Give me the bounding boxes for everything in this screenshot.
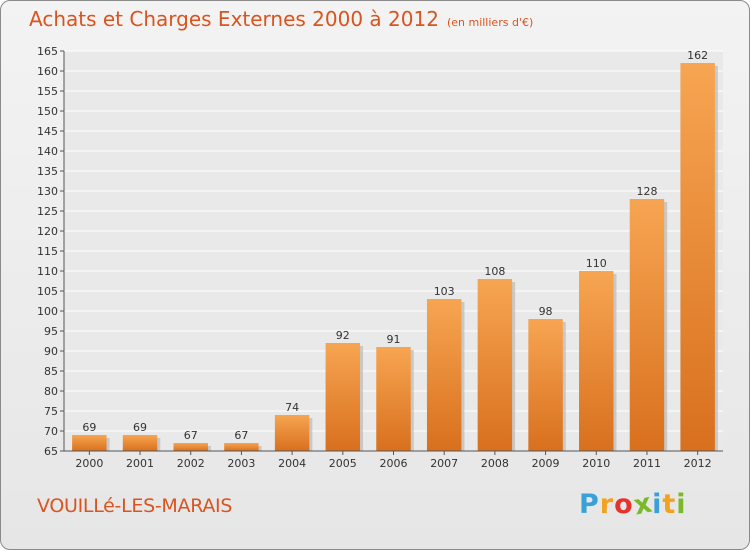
y-tick-label: 110 — [37, 265, 58, 278]
y-tick-label: 75 — [44, 405, 58, 418]
y-tick-label: 155 — [37, 85, 58, 98]
y-axis: 65 70 75 80 85 90 95 100 105 110 115 120 125 130 135 14… — [37, 45, 65, 458]
x-tick-label: 2000 — [75, 457, 103, 470]
data-label: 69 — [133, 421, 147, 434]
y-tick-label: 145 — [37, 125, 58, 138]
logo-letter: t — [662, 489, 677, 520]
x-axis: 2000 2001 2002 2003 2004 2005 2006 2007 2008 2009… — [64, 450, 723, 470]
y-tick-label: 150 — [37, 105, 58, 118]
bar — [325, 343, 361, 451]
chart-title-text: Achats et Charges Externes 2000 à 2012 — [29, 7, 439, 31]
y-tick-label: 70 — [44, 425, 58, 438]
bar — [122, 435, 158, 451]
x-tick-label: 2010 — [582, 457, 610, 470]
x-tick-label: 2008 — [481, 457, 509, 470]
bar — [224, 443, 259, 451]
bar — [426, 299, 462, 451]
bar — [579, 271, 614, 451]
logo-letter: i — [652, 489, 663, 520]
bar — [376, 347, 411, 451]
y-tick-label: 80 — [44, 385, 58, 398]
bar — [629, 199, 665, 451]
data-label: 69 — [82, 421, 96, 434]
y-tick-label: 120 — [37, 225, 58, 238]
y-tick-label: 95 — [44, 325, 58, 338]
x-tick-label: 2006 — [380, 457, 408, 470]
y-tick-label: 135 — [37, 165, 58, 178]
data-label: 103 — [434, 285, 455, 298]
data-label: 67 — [234, 429, 248, 442]
y-tick-label: 165 — [37, 45, 58, 58]
data-label: 67 — [184, 429, 198, 442]
data-label: 91 — [387, 333, 401, 346]
y-tick-label: 105 — [37, 285, 58, 298]
y-tick-label: 115 — [37, 245, 58, 258]
x-tick-label: 2012 — [684, 457, 712, 470]
y-tick-label: 90 — [44, 345, 58, 358]
y-tick-label: 85 — [44, 365, 58, 378]
data-label: 74 — [285, 401, 299, 414]
commune-name: VOUILLé-LES-MARAIS — [37, 495, 233, 517]
bar — [477, 279, 513, 451]
data-label: 108 — [484, 265, 505, 278]
data-label: 162 — [687, 49, 708, 62]
bar — [173, 443, 208, 451]
data-label: 98 — [539, 305, 553, 318]
proxiti-logo: Proxiti — [579, 487, 687, 521]
logo-letter: i — [676, 489, 687, 520]
x-tick-label: 2001 — [126, 457, 154, 470]
bar — [528, 319, 563, 451]
bars: 69 69 67 67 74 92 91 103 108 98 110 128 162 — [72, 49, 718, 451]
bar — [680, 63, 715, 451]
y-tick-label: 100 — [37, 305, 58, 318]
x-tick-label: 2011 — [633, 457, 661, 470]
x-tick-label: 2002 — [177, 457, 205, 470]
x-tick-label: 2003 — [227, 457, 255, 470]
bar — [274, 415, 310, 451]
y-tick-label: 160 — [37, 65, 58, 78]
x-tick-label: 2005 — [329, 457, 357, 470]
data-label: 128 — [636, 185, 657, 198]
logo-letter: o — [614, 489, 634, 520]
bar — [72, 435, 107, 451]
y-tick-label: 125 — [37, 205, 58, 218]
y-tick-label: 130 — [37, 185, 58, 198]
logo-letter: P — [579, 489, 600, 520]
x-tick-label: 2009 — [532, 457, 560, 470]
x-tick-label: 2004 — [278, 457, 306, 470]
data-label: 92 — [336, 329, 350, 342]
x-tick-label: 2007 — [430, 457, 458, 470]
logo-letter: r — [599, 489, 615, 520]
data-label: 110 — [586, 257, 607, 270]
chart-title: Achats et Charges Externes 2000 à 2012 (e… — [29, 7, 533, 31]
chart-unit: (en milliers d'€) — [446, 16, 534, 29]
y-tick-label: 140 — [37, 145, 58, 158]
y-tick-label: 65 — [44, 445, 58, 458]
